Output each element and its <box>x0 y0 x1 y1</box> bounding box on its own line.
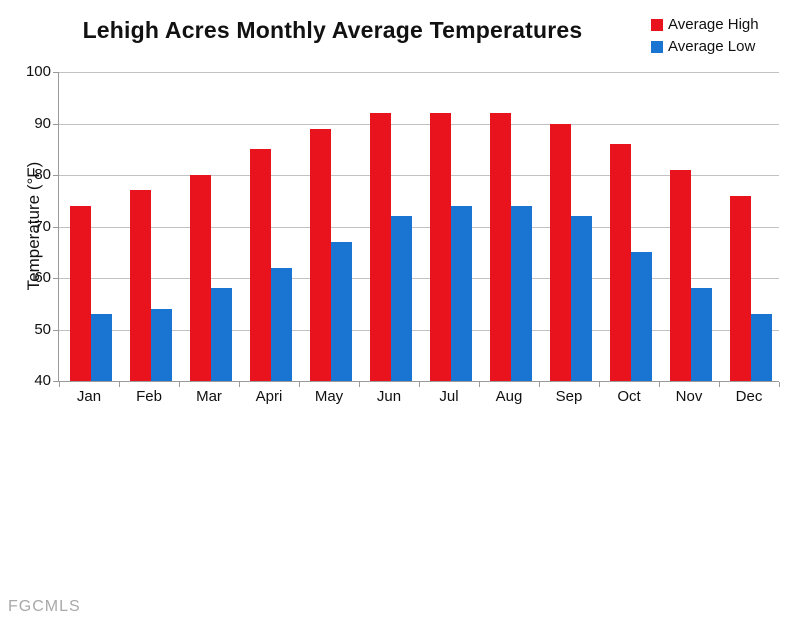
y-tick-label-40: 40 <box>34 372 51 389</box>
x-label-nov: Nov <box>675 388 703 405</box>
x-label-dec: Dec <box>735 388 763 405</box>
x-label-oct: Oct <box>617 388 641 405</box>
x-label-jun: Jun <box>376 388 402 405</box>
bar-average-high-feb <box>130 190 151 381</box>
gridline-100 <box>59 72 779 73</box>
bar-average-low-apri <box>271 267 292 381</box>
x-label-may: May <box>314 388 344 405</box>
bar-average-high-apri <box>250 149 271 381</box>
bar-average-high-sep <box>550 123 571 381</box>
y-tick-mark-50 <box>53 329 59 331</box>
gridline-50 <box>59 329 779 331</box>
gridline-80 <box>59 175 779 176</box>
x-label-feb: Feb <box>136 388 162 405</box>
bar-average-low-jul <box>451 205 472 381</box>
x-label-mar: Mar <box>196 388 222 405</box>
x-tick-mark-5 <box>359 382 360 387</box>
bar-average-high-jun <box>370 113 391 381</box>
y-tick-label-70: 70 <box>34 217 51 235</box>
x-tick-mark-7 <box>479 382 480 387</box>
bar-average-low-feb <box>151 308 172 381</box>
x-tick-mark-11 <box>719 382 720 387</box>
bar-average-high-dec <box>730 195 751 381</box>
x-tick-mark-3 <box>239 382 240 387</box>
x-tick-mark-4 <box>299 382 300 387</box>
bar-average-low-may <box>331 241 352 381</box>
bar-average-low-jan <box>91 314 112 381</box>
x-tick-mark-9 <box>599 382 600 387</box>
y-tick-label-100: 100 <box>25 63 51 80</box>
bar-average-high-aug <box>490 113 511 381</box>
x-tick-mark-12 <box>779 382 780 387</box>
x-label-aug: Aug <box>495 388 523 405</box>
x-tick-mark-2 <box>179 382 180 387</box>
y-tick-label-80: 80 <box>34 166 51 183</box>
bar-average-low-jun <box>391 216 412 381</box>
x-tick-mark-0 <box>59 382 60 387</box>
watermark: FGCMLS <box>8 598 81 615</box>
legend-swatch-high <box>651 18 663 31</box>
bar-average-high-may <box>310 128 331 381</box>
bar-average-low-aug <box>511 205 532 381</box>
y-tick-label-90: 90 <box>34 114 51 132</box>
legend-item-average-low: Average Low <box>651 38 759 55</box>
bar-average-high-nov <box>670 169 691 381</box>
bar-average-high-jul <box>430 113 451 381</box>
x-tick-mark-8 <box>539 382 540 387</box>
legend-label-low: Average Low <box>668 38 756 55</box>
legend-item-average-high: Average High <box>651 16 759 33</box>
gridline-70 <box>59 226 779 228</box>
legend: Average High Average Low <box>651 16 759 55</box>
bar-average-high-jan <box>70 205 91 381</box>
bar-average-high-mar <box>190 175 211 381</box>
bar-average-low-sep <box>571 216 592 381</box>
gridline-90 <box>59 123 779 125</box>
y-tick-label-50: 50 <box>34 320 51 338</box>
plot-area: 40 50 60 70 80 90 100 Jan Feb Mar Apri May Jun Jul Aug… <box>26 63 780 405</box>
legend-swatch-low <box>651 40 663 53</box>
y-tick-mark-100 <box>53 72 59 73</box>
x-tick-mark-1 <box>119 382 120 387</box>
x-label-apri: Apri <box>255 388 283 405</box>
y-tick-mark-40 <box>53 381 59 382</box>
x-tick-mark-6 <box>419 382 420 387</box>
y-tick-mark-90 <box>53 123 59 125</box>
y-tick-mark-70 <box>53 226 59 228</box>
x-label-jan: Jan <box>76 388 102 405</box>
gridline-60 <box>59 278 779 279</box>
x-label-jul: Jul <box>439 388 459 405</box>
bar-average-low-oct <box>631 252 652 381</box>
legend-label-high: Average High <box>668 16 759 33</box>
x-tick-mark-10 <box>659 382 660 387</box>
chart-title: Lehigh Acres Monthly Average Temperature… <box>82 17 583 43</box>
bar-average-high-oct <box>610 144 631 381</box>
bar-average-low-mar <box>211 288 232 381</box>
bar-average-low-nov <box>691 288 712 381</box>
bar-average-low-dec <box>751 314 772 381</box>
y-tick-mark-80 <box>53 175 59 176</box>
y-tick-label-60: 60 <box>34 269 51 286</box>
y-tick-mark-60 <box>53 278 59 279</box>
x-label-sep: Sep <box>555 388 583 405</box>
